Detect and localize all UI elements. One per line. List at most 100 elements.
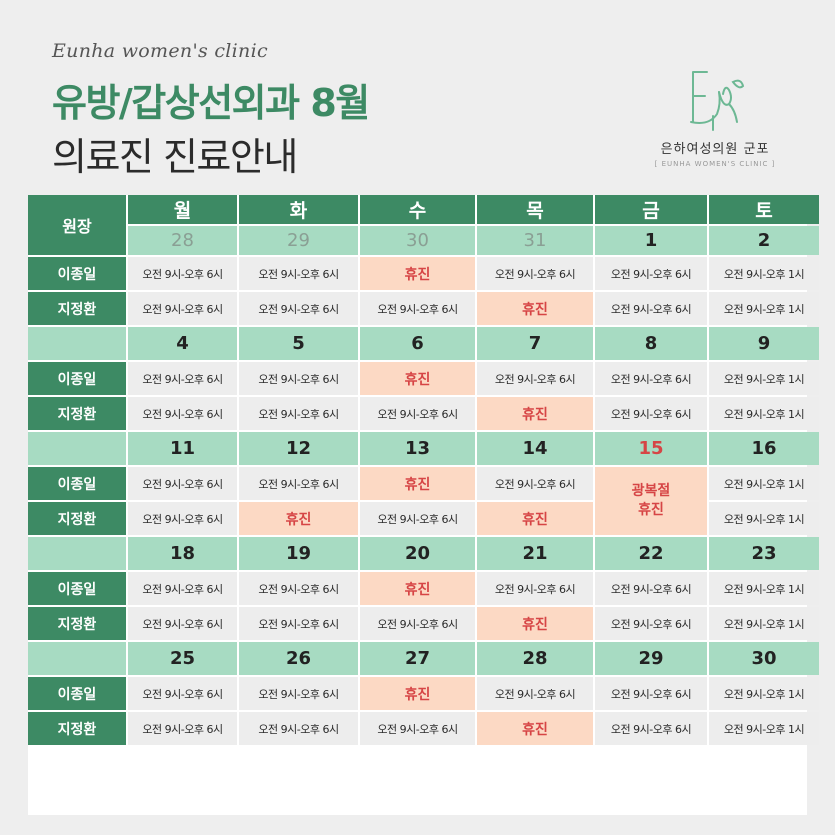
date-cell: 1 [595, 226, 707, 255]
hours-cell: 오전 9시-오후 6시 [360, 397, 475, 430]
date-cell: 28 [128, 226, 237, 255]
hours-cell: 오전 9시-오후 6시 [360, 712, 475, 745]
closed-cell: 휴진 [360, 257, 475, 290]
date-cell: 26 [239, 642, 358, 675]
closed-cell: 휴진 [360, 677, 475, 710]
doctor-name: 이종일 [28, 362, 126, 395]
hours-cell: 오전 9시-오후 6시 [128, 572, 237, 605]
closed-cell: 휴진 [477, 292, 593, 325]
closed-cell: 휴진 [360, 362, 475, 395]
hours-cell: 오전 9시-오후 6시 [477, 257, 593, 290]
date-cell: 30 [709, 642, 819, 675]
page-title: 유방/갑상선외과 8월 [52, 81, 370, 125]
doctor-column-header: 원장 [28, 195, 126, 255]
hours-cell: 오전 9시-오후 6시 [595, 362, 707, 395]
doctor-name: 이종일 [28, 677, 126, 710]
date-cell: 9 [709, 327, 819, 360]
hours-cell: 오전 9시-오후 6시 [595, 712, 707, 745]
clinic-logo-name: 은하여성의원 군포 [660, 142, 770, 157]
closed-cell: 휴진 [477, 502, 593, 535]
date-cell: 20 [360, 537, 475, 570]
hours-cell: 오전 9시-오후 1시 [709, 362, 819, 395]
hours-cell: 오전 9시-오후 6시 [239, 712, 358, 745]
date-row-spacer [28, 537, 126, 570]
date-cell: 15 [595, 432, 707, 465]
hours-cell: 오전 9시-오후 1시 [709, 257, 819, 290]
closed-cell: 휴진 [360, 467, 475, 500]
doctor-name: 이종일 [28, 572, 126, 605]
brand-script-text: Eunha women's clinic [52, 40, 268, 62]
date-cell: 7 [477, 327, 593, 360]
date-cell: 21 [477, 537, 593, 570]
closed-cell: 휴진 [477, 607, 593, 640]
date-cell: 14 [477, 432, 593, 465]
hours-cell: 오전 9시-오후 6시 [239, 362, 358, 395]
hours-cell: 오전 9시-오후 1시 [709, 397, 819, 430]
doctor-name: 이종일 [28, 467, 126, 500]
hours-cell: 오전 9시-오후 6시 [595, 257, 707, 290]
hours-cell: 오전 9시-오후 6시 [477, 362, 593, 395]
date-cell: 23 [709, 537, 819, 570]
hours-cell: 오전 9시-오후 6시 [360, 292, 475, 325]
hours-cell: 오전 9시-오후 6시 [128, 467, 237, 500]
schedule-table: 원장 월 화 수 목 금 토 28 29 30 31 1 2 이종일 오전 9시-오후 6시 오전 9시-오후… [28, 195, 819, 815]
clinic-logo-icon [690, 71, 745, 131]
date-cell: 4 [128, 327, 237, 360]
date-cell: 11 [128, 432, 237, 465]
hours-cell: 오전 9시-오후 6시 [239, 607, 358, 640]
date-cell: 5 [239, 327, 358, 360]
day-header: 화 [239, 195, 358, 224]
hours-cell: 오전 9시-오후 6시 [128, 502, 237, 535]
hours-cell: 오전 9시-오후 1시 [709, 292, 819, 325]
hours-cell: 오전 9시-오후 6시 [239, 257, 358, 290]
day-header: 금 [595, 195, 707, 224]
date-cell: 28 [477, 642, 593, 675]
closed-cell: 휴진 [360, 572, 475, 605]
day-header: 월 [128, 195, 237, 224]
hours-cell: 오전 9시-오후 6시 [595, 397, 707, 430]
hours-cell: 오전 9시-오후 6시 [595, 292, 707, 325]
hours-cell: 오전 9시-오후 1시 [709, 467, 819, 500]
date-cell: 27 [360, 642, 475, 675]
date-cell: 29 [595, 642, 707, 675]
doctor-name: 이종일 [28, 257, 126, 290]
date-cell: 16 [709, 432, 819, 465]
hours-cell: 오전 9시-오후 6시 [360, 502, 475, 535]
doctor-name: 지정환 [28, 607, 126, 640]
hours-cell: 오전 9시-오후 6시 [239, 292, 358, 325]
hours-cell: 오전 9시-오후 6시 [128, 362, 237, 395]
hours-cell: 오전 9시-오후 6시 [477, 467, 593, 500]
hours-cell: 오전 9시-오후 1시 [709, 712, 819, 745]
doctor-name: 지정환 [28, 292, 126, 325]
date-cell: 12 [239, 432, 358, 465]
date-cell: 30 [360, 226, 475, 255]
date-row-spacer [28, 642, 126, 675]
date-row-spacer [28, 432, 126, 465]
date-cell: 8 [595, 327, 707, 360]
date-cell: 25 [128, 642, 237, 675]
hours-cell: 오전 9시-오후 6시 [595, 677, 707, 710]
hours-cell: 오전 9시-오후 6시 [360, 607, 475, 640]
day-header: 토 [709, 195, 819, 224]
hours-cell: 오전 9시-오후 6시 [239, 397, 358, 430]
hours-cell: 오전 9시-오후 6시 [239, 572, 358, 605]
hours-cell: 오전 9시-오후 6시 [128, 712, 237, 745]
holiday-closed-label: 휴진 [638, 502, 664, 518]
hours-cell: 오전 9시-오후 1시 [709, 607, 819, 640]
closed-cell: 휴진 [477, 712, 593, 745]
hours-cell: 오전 9시-오후 6시 [477, 572, 593, 605]
hours-cell: 오전 9시-오후 6시 [128, 677, 237, 710]
date-cell: 29 [239, 226, 358, 255]
date-row-spacer [28, 327, 126, 360]
doctor-name: 지정환 [28, 397, 126, 430]
hours-cell: 오전 9시-오후 6시 [128, 397, 237, 430]
hours-cell: 오전 9시-오후 6시 [595, 607, 707, 640]
page-subtitle: 의료진 진료안내 [52, 135, 298, 179]
date-cell: 18 [128, 537, 237, 570]
date-cell: 6 [360, 327, 475, 360]
holiday-name: 광복절 [631, 483, 671, 500]
hours-cell: 오전 9시-오후 6시 [128, 257, 237, 290]
hours-cell: 오전 9시-오후 1시 [709, 677, 819, 710]
day-header: 목 [477, 195, 593, 224]
